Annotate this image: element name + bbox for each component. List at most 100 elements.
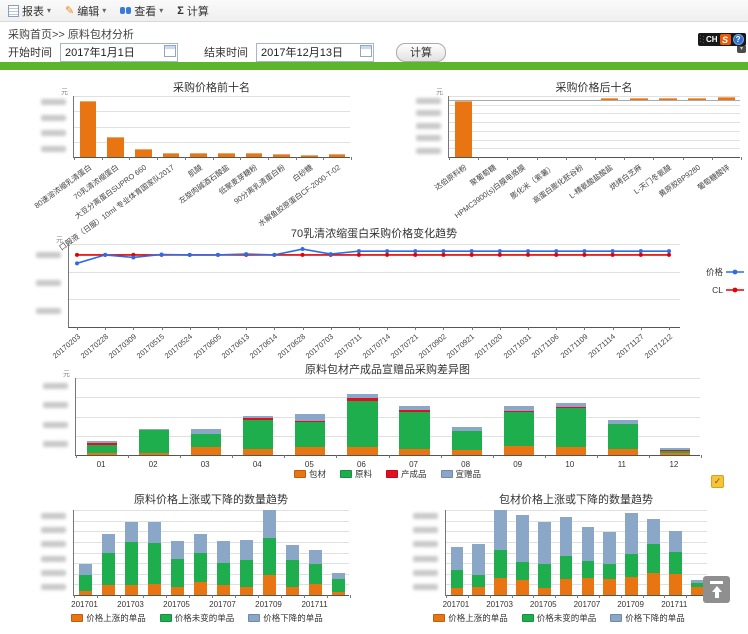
chart-legend: 包材 原料 产成品 宣赠品	[75, 468, 700, 480]
drag-grip-icon[interactable]	[700, 35, 704, 44]
bar-segment-产成品	[347, 398, 378, 402]
axis-tick	[258, 595, 259, 598]
bar-segment-产成品	[399, 409, 430, 412]
axis-tick	[97, 595, 98, 598]
menu-edit[interactable]: ✎ 编辑 ▾	[65, 3, 106, 19]
gridline	[446, 510, 707, 511]
x-axis-label: 20170614	[247, 332, 280, 361]
bar-segment-价格上涨的单品	[450, 588, 464, 595]
bar-segment-原料	[399, 411, 430, 449]
gridline	[449, 122, 740, 124]
gridline	[449, 148, 740, 150]
legend-label: 包材	[308, 469, 326, 479]
legend-swatch	[440, 470, 453, 478]
bar-segment-价格下降的单品	[494, 510, 507, 550]
x-axis-label: 达伯原料粉	[432, 162, 469, 193]
legend-marker	[726, 269, 744, 275]
gridline	[446, 573, 707, 575]
axis-tick	[323, 157, 325, 160]
bar-segment-原料	[659, 451, 691, 454]
axis-tick	[267, 157, 269, 160]
y-axis-label-redacted	[41, 114, 66, 121]
bar-segment-价格上涨的单品	[668, 573, 682, 595]
bar-segment-价格未变的单品	[193, 553, 208, 583]
axis-tick	[351, 157, 352, 160]
axis-tick	[358, 327, 360, 330]
bar-segment-宣赠品	[243, 415, 274, 419]
bar	[190, 153, 207, 157]
axis-tick	[180, 455, 182, 458]
bar	[79, 100, 97, 157]
brand-s-icon[interactable]: S	[719, 34, 731, 45]
breadcrumb-current: 原料包材分析	[67, 29, 134, 41]
start-date-input[interactable]	[60, 42, 178, 62]
breadcrumb-home[interactable]: 采购首页	[8, 29, 52, 41]
axis-tick	[161, 327, 163, 330]
y-axis-label-redacted	[416, 135, 441, 142]
bar-segment-宣赠品	[607, 419, 638, 424]
arrow-up-icon	[710, 581, 723, 584]
menu-calculate[interactable]: Σ 计算	[177, 3, 209, 19]
bar-segment-价格未变的单品	[308, 563, 323, 584]
x-axis-label: 20171127	[614, 332, 646, 360]
bar-segment-原料	[503, 411, 534, 446]
calendar-icon[interactable]	[360, 44, 372, 57]
legend-swatch	[71, 614, 84, 622]
x-axis-label: 201711	[301, 600, 328, 609]
y-axis-label-redacted	[413, 555, 438, 562]
bar-segment-价格未变的单品	[216, 562, 231, 585]
stacked-bar	[308, 549, 323, 595]
gridline	[76, 397, 700, 399]
language-toggle[interactable]: CH	[706, 35, 718, 44]
x-axis-label: 20170203	[50, 332, 82, 361]
chart-title: 采购价格前十名	[173, 82, 250, 94]
y-axis-label-redacted	[41, 584, 66, 591]
stacked-bar	[170, 540, 185, 595]
y-axis-label-redacted	[36, 280, 61, 287]
bar-segment-价格上涨的单品	[603, 578, 617, 595]
bar-segment-宣赠品	[347, 394, 378, 399]
menu-report[interactable]: 报表 ▾	[8, 3, 51, 19]
y-axis-label-redacted	[413, 541, 438, 548]
widget-collapse-tab[interactable]: ▾	[737, 46, 746, 53]
bar-segment-价格下降的单品	[78, 564, 93, 575]
legend-label: 价格下降的单品	[625, 613, 685, 623]
chart-purchase-price-bottom10: 采购价格后十名 元 达伯原料粉 聚葡萄糖 HPMC3900(s)白膜电烙膜 膨化米（紫…	[398, 78, 746, 220]
bar-segment-宣赠品	[139, 428, 170, 430]
bar-segment-价格下降的单品	[516, 515, 529, 562]
calendar-icon[interactable]	[164, 44, 176, 57]
axis-tick	[184, 157, 186, 160]
plot-area	[445, 510, 709, 598]
bar-segment-价格上涨的单品	[581, 578, 595, 595]
y-axis-label-redacted	[416, 147, 441, 154]
bar-segment-价格上涨的单品	[308, 583, 323, 595]
annotation-check-icon[interactable]: ✓	[711, 475, 724, 488]
legend-item: CL	[680, 285, 744, 295]
gridline	[449, 139, 740, 141]
bar-segment-价格下降的单品	[147, 521, 162, 544]
axis-tick	[507, 157, 509, 160]
axis-tick	[415, 327, 417, 330]
chart-packaging-price-change: 包材价格上涨或下降的数量趋势 价格上涨的单品 价格未变的单品 价格下降的单品 201…	[390, 490, 728, 632]
bar-segment-价格下降的单品	[170, 540, 185, 560]
axis-tick	[596, 455, 598, 458]
x-axis-label: 05	[304, 460, 314, 469]
back-to-top-button[interactable]	[703, 576, 730, 603]
chart-title: 原料价格上涨或下降的数量趋势	[134, 494, 288, 506]
menu-calculate-label: 计算	[186, 5, 209, 18]
axis-tick	[212, 595, 213, 598]
end-date-input[interactable]	[256, 42, 374, 62]
bar	[659, 97, 677, 101]
x-axis-label: 201703	[117, 600, 144, 609]
bar-segment-价格下降的单品	[603, 532, 617, 565]
help-icon[interactable]: ?	[732, 34, 744, 45]
calculate-button[interactable]: 计算	[396, 42, 446, 62]
bar-segment-包材	[86, 452, 118, 455]
axis-tick	[528, 327, 530, 330]
x-axis-label: 201703	[486, 600, 513, 609]
gridline	[74, 573, 349, 575]
axis-tick	[492, 455, 494, 458]
menu-view[interactable]: 查看 ▾	[120, 3, 163, 19]
axis-tick	[217, 327, 219, 330]
chart-title: 采购价格后十名	[555, 82, 633, 94]
